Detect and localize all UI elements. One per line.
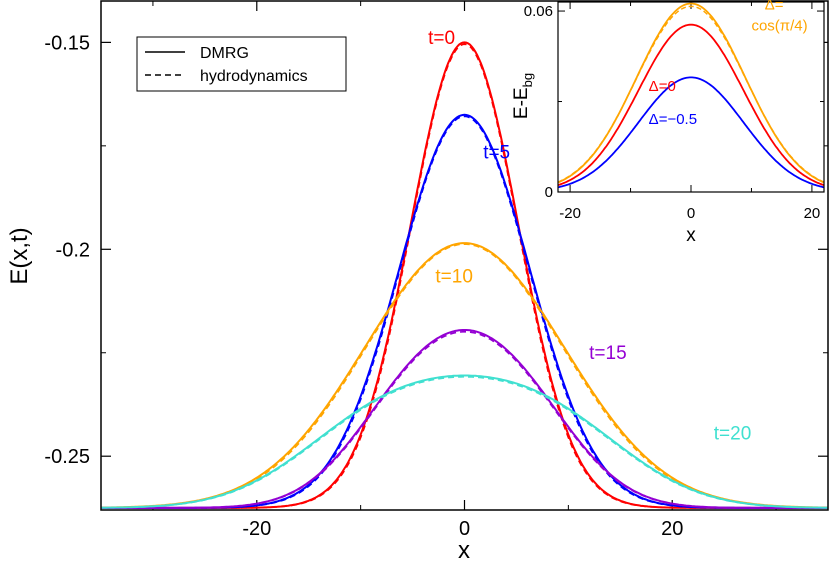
inset-x-axis-label: x [686,225,696,246]
main-curve-labels: t=0 t=5 t=10 t=15 t=20 [428,28,751,445]
inset-y-label-main: E-E [511,87,532,119]
main-y-tick-label: -0.25 [44,446,90,468]
main-curves [101,41,828,509]
series-label-t=15: t=15 [589,343,627,364]
main-x-tick-label: -20 [242,518,271,540]
legend-label-hydrodynamics: hydrodynamics [200,68,308,85]
inset-background [558,2,824,192]
inset-series-line-Δ=cos(π/4) [557,2,825,184]
inset-x-tick-label: 0 [687,205,695,222]
inset-y-tick-label: 0.06 [524,3,553,20]
series-line-dmrg-t=20 [101,374,828,509]
inset-series-label-line2: cos(π/4) [751,18,807,35]
inset-plot-frame [557,1,825,193]
series-line-dmrg-t=15 [101,329,828,509]
main-tick-labels: -20 0 20 -0.15 -0.2 -0.25 [44,32,683,540]
inset-curve-labels: Δ= cos(π/4) Δ=0 Δ=−0.5 [649,0,808,128]
legend-label-dmrg: DMRG [200,45,249,62]
main-x-axis-label: x [458,537,470,561]
inset-series-line-Δ=−0.5 [557,76,825,189]
inset-series-line-Δ=0 [557,23,825,187]
inset-y-label-sub: bg [520,73,535,87]
inset-x-tick-label: 20 [804,205,821,222]
series-label-t=0: t=0 [428,28,455,49]
main-x-tick-label: 20 [661,518,683,540]
inset-series-label-line1: Δ= [765,0,784,14]
inset-series-label-Δ=0: Δ=0 [649,78,676,95]
inset-x-tick-label: -20 [559,205,581,222]
main-y-tick-label: -0.2 [56,239,90,261]
inset-y-tick-label: 0 [545,184,553,201]
inset-series-label-Δ=−0.5: Δ=−0.5 [649,111,697,128]
inset-y-axis-label: E-Ebg [511,73,535,119]
main-y-tick-label: -0.15 [44,32,90,54]
legend-box [136,36,347,92]
series-label-t=20: t=20 [714,424,752,445]
main-y-axis-label: E(x,t) [6,227,33,284]
main-x-tick-label: 0 [459,518,470,540]
legend: DMRG hydrodynamics [136,36,347,92]
main-plot-frame [100,0,829,511]
series-line-hydro-t=15 [101,331,828,509]
inset-tick-labels: -20 0 20 0 0.06 [524,3,820,222]
series-label-t=5: t=5 [483,142,510,163]
series-label-t=10: t=10 [435,266,473,287]
inset-curves [557,2,825,189]
